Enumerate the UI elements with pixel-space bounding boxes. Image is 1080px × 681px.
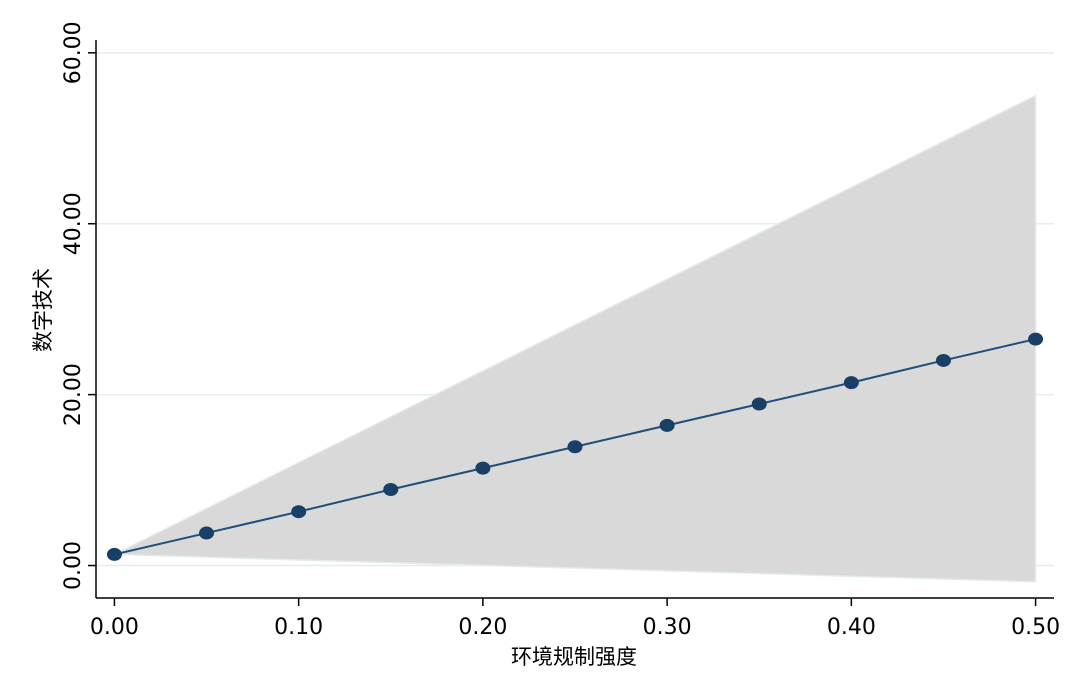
data-point-4 <box>475 461 491 475</box>
y-tick-label-1: 20.00 <box>61 363 86 426</box>
data-point-10 <box>1028 332 1044 346</box>
x-tick-label-1: 0.10 <box>274 615 323 640</box>
data-point-8 <box>843 376 859 390</box>
data-point-2 <box>291 505 307 519</box>
x-tick-label-4: 0.40 <box>827 615 876 640</box>
y-tick-label-3: 60.00 <box>61 21 86 84</box>
x-axis-title: 环境规制强度 <box>511 645 637 669</box>
axes <box>95 40 1054 599</box>
x-tick-label-3: 0.30 <box>643 615 692 640</box>
y-tick-label-0: 0.00 <box>61 541 86 590</box>
data-point-9 <box>935 353 951 367</box>
data-point-7 <box>751 397 767 411</box>
y-tick-label-2: 40.00 <box>61 192 86 255</box>
data-point-5 <box>567 440 583 454</box>
series-markers <box>106 332 1044 561</box>
data-point-6 <box>659 418 675 432</box>
x-axis-ticks: 0.00 0.10 0.20 0.30 0.40 0.50 <box>90 598 1060 640</box>
x-tick-label-5: 0.50 <box>1011 615 1060 640</box>
confidence-band <box>114 94 1037 583</box>
x-tick-label-0: 0.00 <box>90 615 139 640</box>
x-tick-label-2: 0.20 <box>458 615 507 640</box>
confidence-band-layer <box>114 94 1037 583</box>
y-axis-ticks: 0.00 20.00 40.00 60.00 <box>61 21 96 590</box>
data-point-3 <box>383 482 399 496</box>
data-point-1 <box>199 526 215 540</box>
y-axis-title: 数字技术 <box>31 268 55 352</box>
data-point-0 <box>106 547 122 561</box>
